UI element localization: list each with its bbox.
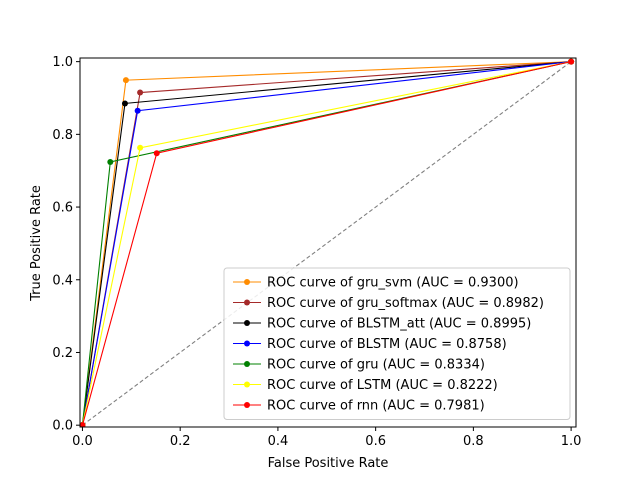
plot-area xyxy=(80,58,575,427)
x-tick-label-3: 0.6 xyxy=(365,434,386,449)
x-tick-label-2: 0.4 xyxy=(268,434,289,449)
y-tick-label-1: 0.2 xyxy=(52,346,73,361)
legend-marker-6 xyxy=(244,402,250,408)
legend-marker-1 xyxy=(244,299,250,306)
series-5-point-1 xyxy=(137,144,144,151)
y-tick-label-0: 0.0 xyxy=(52,419,73,434)
y-tick-label-4: 0.8 xyxy=(52,128,73,143)
y-axis-title: True Positive Rate xyxy=(29,185,44,302)
legend-marker-5 xyxy=(244,381,250,388)
reference-diagonal-line xyxy=(82,61,572,426)
legend-label-5: ROC curve of LSTM (AUC = 0.8222) xyxy=(267,378,498,393)
series-6 xyxy=(80,58,575,427)
legend-entry-2: ROC curve of BLSTM_att (AUC = 0.8995) xyxy=(233,317,531,332)
legend-label-2: ROC curve of BLSTM_att (AUC = 0.8995) xyxy=(267,317,531,332)
legend-entry-4: ROC curve of gru (AUC = 0.8334) xyxy=(233,358,485,373)
plot-frame xyxy=(79,57,577,428)
legend-box xyxy=(223,267,571,420)
x-tick-label-0: 0.0 xyxy=(72,434,93,449)
x-axis-title: False Positive Rate xyxy=(268,456,389,471)
series-6-point-2 xyxy=(568,58,575,65)
x-tick-label-5: 1.0 xyxy=(561,434,582,449)
legend-marker-2 xyxy=(244,320,250,326)
legend-label-6: ROC curve of rnn (AUC = 0.7981) xyxy=(267,399,485,414)
series-6-point-1 xyxy=(153,150,160,157)
legend-entry-6: ROC curve of rnn (AUC = 0.7981) xyxy=(233,399,485,414)
series-3-point-1 xyxy=(134,107,141,114)
x-tick-label-1: 0.2 xyxy=(170,434,191,449)
legend-label-4: ROC curve of gru (AUC = 0.8334) xyxy=(267,358,485,373)
legend-entry-0: ROC curve of gru_svm (AUC = 0.9300) xyxy=(233,276,519,291)
series-4-point-1 xyxy=(107,158,114,165)
legend: ROC curve of gru_svm (AUC = 0.9300) ROC c… xyxy=(223,267,571,420)
legend-entry-3: ROC curve of BLSTM (AUC = 0.8758) xyxy=(233,337,507,352)
series-6-point-0 xyxy=(80,422,86,427)
series-1-point-1 xyxy=(137,89,144,96)
series-0-point-1 xyxy=(122,77,129,84)
y-tick-label-2: 0.4 xyxy=(52,273,73,288)
legend-label-0: ROC curve of gru_svm (AUC = 0.9300) xyxy=(267,276,519,291)
legend-marker-0 xyxy=(244,279,250,285)
legend-label-3: ROC curve of BLSTM (AUC = 0.8758) xyxy=(267,337,507,352)
series-2-point-1 xyxy=(121,100,128,107)
legend-marker-4 xyxy=(244,361,250,367)
x-tick-label-4: 0.8 xyxy=(463,434,484,449)
legend-entry-1: ROC curve of gru_softmax (AUC = 0.8982) xyxy=(233,296,544,311)
y-tick-label-3: 0.6 xyxy=(52,201,73,216)
legend-marker-3 xyxy=(244,340,250,347)
axes: 0.0 0.2 0.4 0.6 0.8 1.0 0.0 0.2 0.4 0.6 0.8 1.0 xyxy=(52,55,581,449)
legend-label-1: ROC curve of gru_softmax (AUC = 0.8982) xyxy=(267,296,544,311)
y-tick-label-5: 1.0 xyxy=(52,55,73,70)
legend-entry-5: ROC curve of LSTM (AUC = 0.8222) xyxy=(233,378,498,393)
